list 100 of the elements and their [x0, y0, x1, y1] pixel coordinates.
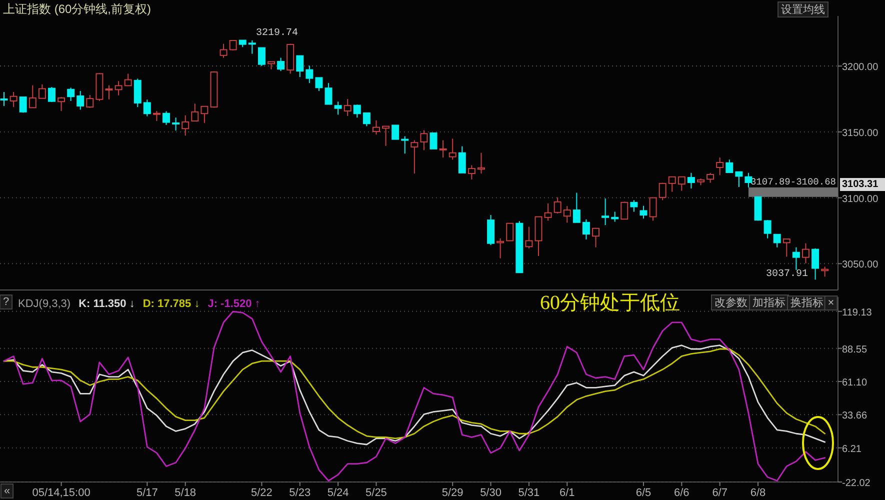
candlestick	[191, 103, 199, 122]
y-tick-label: -22.02	[842, 478, 871, 489]
candlestick	[182, 114, 190, 136]
candlestick	[544, 202, 552, 222]
candlestick	[58, 96, 66, 112]
chart-title: 上证指数 (60分钟线,前复权)	[3, 2, 152, 16]
x-tick-label: 5/22	[250, 487, 272, 499]
candlestick	[572, 192, 580, 223]
candlestick	[754, 196, 762, 222]
candlestick	[334, 101, 342, 116]
candlestick	[563, 206, 571, 224]
candlestick	[372, 120, 380, 136]
candlestick	[124, 73, 132, 86]
candlestick	[602, 198, 610, 226]
candlestick	[764, 220, 772, 239]
candlestick	[525, 226, 533, 249]
candlestick	[821, 266, 829, 278]
band-label: 3107.89-3100.68	[750, 176, 836, 188]
y-tick-label: 3050.00	[842, 260, 879, 271]
candlestick	[134, 78, 142, 108]
candlestick	[67, 87, 75, 102]
candlestick	[430, 132, 438, 150]
candlestick	[687, 172, 695, 189]
candlestick	[439, 140, 447, 158]
candlestick	[48, 86, 56, 103]
candlestick	[143, 99, 151, 117]
candlestick	[362, 112, 370, 127]
candlestick	[668, 176, 676, 192]
x-tick-label: 5/30	[480, 487, 502, 499]
candlestick	[554, 196, 562, 214]
candlestick	[248, 40, 256, 54]
annotation: 3037.91	[766, 269, 808, 280]
x-tick-label: 6/1	[559, 487, 575, 499]
candlestick	[172, 117, 180, 132]
y-tick-label: 61.10	[842, 378, 868, 389]
series-label: J: -1.520 ↑	[208, 298, 260, 310]
text: 设置均线	[781, 3, 825, 16]
x-tick-label: 5/25	[366, 487, 387, 499]
x-tick-label: 05/14,15:00	[32, 487, 90, 499]
text: «	[4, 485, 10, 497]
text: K: 11.350 ↓	[78, 298, 135, 310]
candlestick	[630, 200, 638, 212]
candlestick	[534, 216, 542, 257]
candlestick	[19, 96, 27, 114]
candlestick	[420, 130, 428, 151]
candlestick	[0, 92, 8, 106]
candlestick	[620, 201, 628, 220]
candlestick	[76, 90, 84, 110]
candlestick	[162, 110, 170, 126]
candlestick	[220, 43, 228, 58]
candlestick	[86, 94, 94, 108]
candlestick	[706, 172, 714, 184]
y-tick-label: 6.21	[842, 444, 862, 455]
candlestick	[324, 82, 332, 105]
candlestick	[812, 248, 820, 280]
x-tick-label: 5/31	[518, 487, 540, 499]
candlestick	[477, 152, 485, 174]
y-tick-label: 3100.00	[842, 194, 879, 205]
annotation: ×	[828, 297, 834, 309]
candlestick	[678, 176, 686, 192]
y-tick-label: 33.66	[842, 410, 868, 422]
x-tick-label: 6/5	[636, 487, 652, 499]
candlestick	[353, 104, 361, 118]
y-tick-label: 88.55	[842, 344, 868, 356]
candlestick	[744, 172, 752, 188]
candlestick	[38, 84, 46, 99]
x-tick-label: 5/17	[136, 487, 158, 499]
candlestick	[258, 47, 266, 67]
annotation: ?	[2, 296, 10, 308]
text: D: 17.785 ↓	[142, 298, 200, 310]
annotation: 60分钟处于低位	[540, 292, 680, 314]
candlestick	[792, 246, 800, 270]
candlestick	[105, 84, 113, 100]
x-tick-label: 5/18	[174, 487, 196, 499]
chart-title: KDJ(9,3,3)	[18, 298, 71, 310]
text: 3103.31	[842, 179, 879, 190]
candlestick	[487, 214, 495, 246]
candlestick	[152, 110, 160, 122]
candlestick	[782, 238, 790, 258]
x-tick-label: 5/29	[442, 487, 464, 499]
candlestick	[726, 159, 734, 173]
candlestick	[229, 40, 237, 51]
annotation: 改参数	[714, 296, 748, 309]
candlestick	[277, 57, 285, 72]
candlestick	[410, 140, 418, 174]
annotation: 换指标	[790, 297, 824, 309]
candlestick	[592, 228, 600, 248]
candlestick	[448, 138, 456, 160]
x-tick-label: 5/23	[289, 487, 311, 499]
annotation: 加指标	[752, 296, 786, 309]
x-tick-label: 6/7	[712, 487, 728, 499]
candlestick	[296, 55, 304, 78]
candlestick	[458, 146, 466, 174]
candlestick	[802, 242, 810, 264]
y-tick-label: 3150.00	[842, 128, 879, 139]
candlestick	[306, 65, 314, 84]
y-tick-label: 3200.00	[842, 62, 879, 74]
y-tick-label: 119.13	[842, 307, 872, 318]
candlestick	[716, 156, 724, 176]
candlestick	[200, 106, 208, 124]
